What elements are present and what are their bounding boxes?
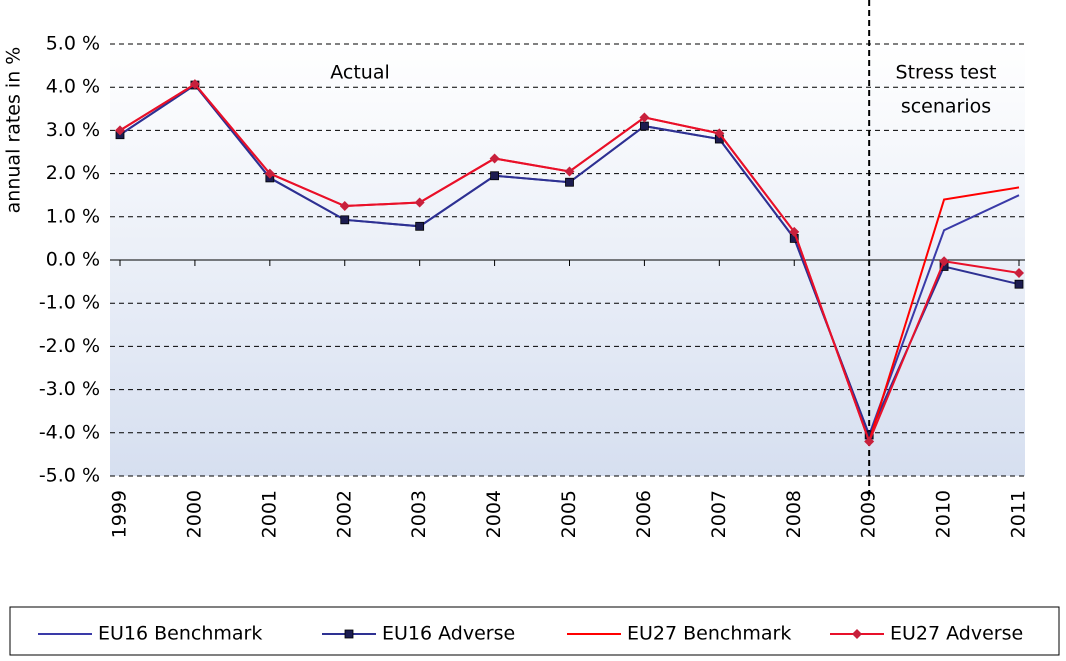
marker: [852, 629, 862, 639]
y-tick-label: -2.0 %: [39, 335, 100, 357]
marker: [864, 436, 875, 447]
marker: [414, 197, 425, 208]
y-tick-label: -1.0 %: [39, 292, 100, 314]
x-tick-label: 2006: [633, 490, 655, 538]
marker: [490, 171, 499, 181]
marker: [115, 125, 125, 136]
x-tick-label: 2005: [558, 490, 580, 538]
y-axis-label: annual rates in %: [3, 47, 25, 214]
marker: [340, 215, 350, 225]
y-tick-label: 3.0 %: [46, 119, 100, 141]
annotation: scenarios: [901, 96, 991, 118]
marker: [489, 153, 500, 164]
marker: [565, 177, 574, 187]
marker: [1014, 279, 1024, 289]
marker: [789, 226, 800, 237]
y-tick-label: 1.0 %: [46, 205, 100, 227]
x-tick-label: 2000: [183, 490, 205, 538]
marker: [640, 121, 649, 131]
x-tick-label: 2001: [258, 490, 280, 538]
legend-label: EU27 Adverse: [890, 623, 1023, 645]
annotation: Actual: [330, 62, 390, 84]
x-tick-label: 2004: [483, 490, 505, 538]
x-tick-label: 2011: [1008, 490, 1030, 538]
y-tick-label: 0.0 %: [46, 249, 100, 271]
y-tick-label: -3.0 %: [39, 378, 100, 400]
y-tick-label: -4.0 %: [39, 421, 100, 443]
x-tick-label: 2008: [783, 490, 805, 538]
x-tick-label: 2003: [408, 490, 430, 538]
y-tick-label: -5.0 %: [39, 465, 100, 487]
marker: [1014, 267, 1024, 278]
x-tick-label: 2010: [933, 490, 955, 538]
legend-label: EU16 Adverse: [382, 623, 515, 645]
legend-label: EU27 Benchmark: [627, 623, 791, 645]
marker: [344, 629, 354, 639]
marker: [415, 221, 425, 231]
marker: [564, 166, 575, 177]
x-tick-label: 1999: [109, 490, 131, 538]
legend-label: EU16 Benchmark: [98, 623, 262, 645]
marker: [639, 112, 650, 123]
marker: [939, 256, 950, 267]
x-tick-label: 2007: [708, 490, 730, 538]
marker: [339, 201, 350, 211]
y-tick-label: 5.0 %: [46, 33, 100, 55]
marker: [714, 128, 725, 139]
x-tick-label: 2002: [333, 490, 355, 538]
annotation: Stress test: [896, 62, 997, 84]
y-tick-label: 2.0 %: [46, 162, 100, 184]
marker: [264, 168, 275, 179]
x-tick-label: 2009: [858, 490, 880, 538]
y-tick-label: 4.0 %: [46, 76, 100, 98]
marker: [189, 79, 200, 90]
legend: [9, 606, 1060, 656]
